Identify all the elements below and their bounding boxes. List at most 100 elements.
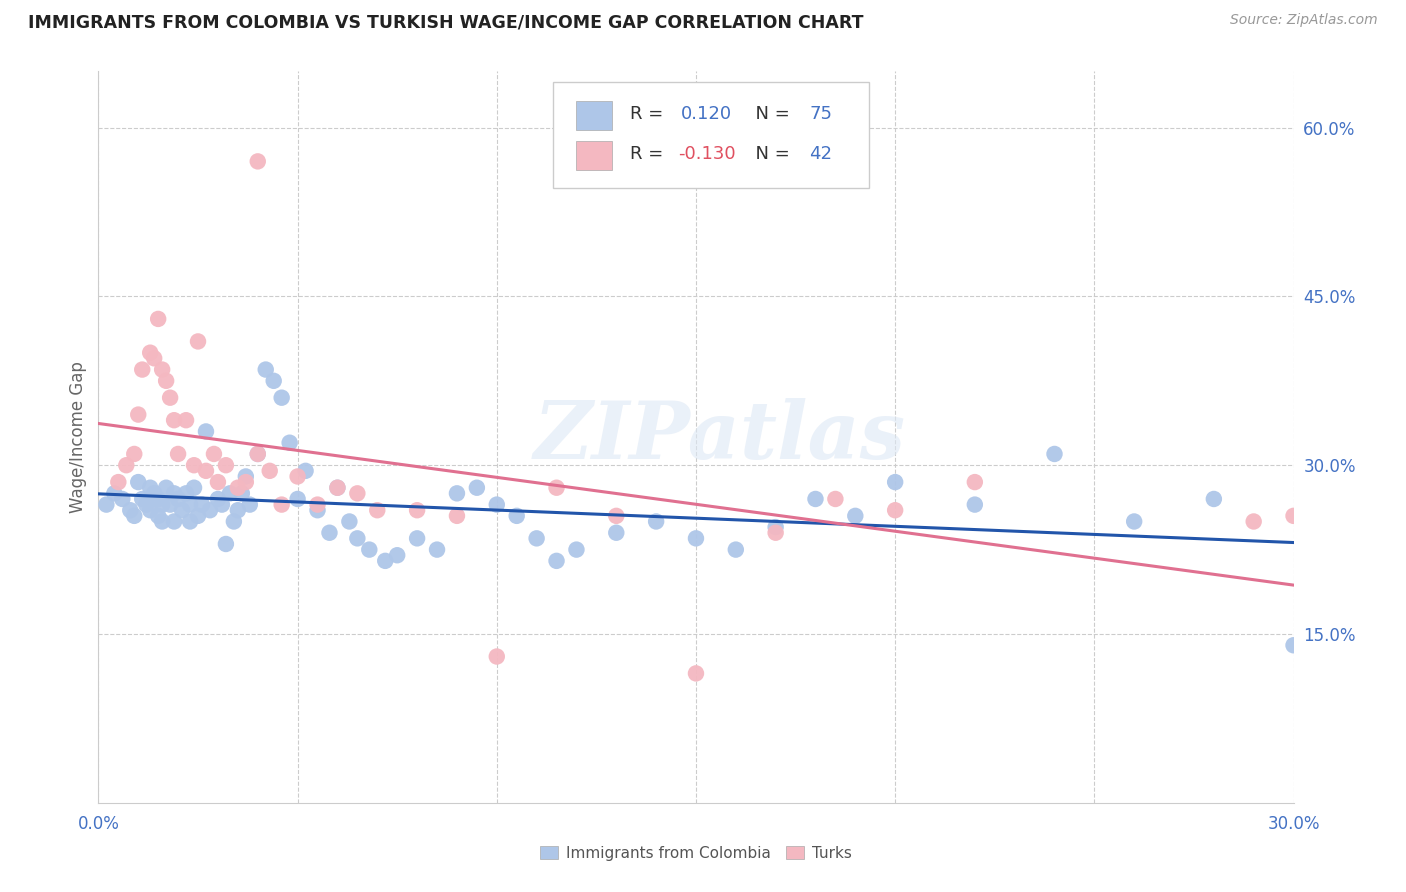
Text: Source: ZipAtlas.com: Source: ZipAtlas.com	[1230, 13, 1378, 28]
Text: 0.120: 0.120	[681, 104, 731, 123]
Point	[167, 491, 190, 506]
Point	[150, 362, 173, 376]
Point	[143, 351, 166, 366]
Point	[191, 498, 214, 512]
Point	[724, 542, 747, 557]
Point	[235, 469, 257, 483]
Y-axis label: Wage/Income Gap: Wage/Income Gap	[69, 361, 87, 513]
Point	[278, 435, 301, 450]
Point	[127, 408, 149, 422]
Point	[270, 391, 292, 405]
Text: N =: N =	[744, 104, 796, 123]
Point	[163, 486, 186, 500]
Point	[605, 525, 627, 540]
Point	[326, 481, 349, 495]
Point	[174, 413, 197, 427]
Point	[485, 498, 508, 512]
Point	[1282, 638, 1305, 652]
Point	[163, 413, 186, 427]
Point	[143, 486, 166, 500]
Point	[226, 503, 249, 517]
Point	[426, 542, 449, 557]
Point	[294, 464, 316, 478]
Point	[374, 554, 396, 568]
Point	[135, 498, 157, 512]
Text: ZIPatlas: ZIPatlas	[534, 399, 905, 475]
Point	[685, 666, 707, 681]
Text: -0.130: -0.130	[678, 145, 735, 163]
Point	[963, 475, 986, 489]
Point	[127, 475, 149, 489]
Point	[844, 508, 866, 523]
Point	[174, 486, 197, 500]
Point	[307, 498, 329, 512]
Point	[254, 362, 277, 376]
Point	[148, 491, 170, 506]
Point	[222, 515, 245, 529]
Point	[287, 491, 309, 506]
Point	[246, 447, 269, 461]
Point	[195, 425, 218, 439]
Point	[246, 154, 269, 169]
Point	[884, 503, 907, 517]
Point	[307, 503, 329, 517]
Point	[884, 475, 907, 489]
Point	[318, 525, 340, 540]
Point	[139, 481, 162, 495]
Point	[131, 362, 153, 376]
Point	[239, 498, 262, 512]
Point	[155, 481, 177, 495]
Point	[226, 481, 249, 495]
Point	[406, 503, 429, 517]
Point	[207, 475, 229, 489]
Point	[211, 498, 233, 512]
Point	[446, 508, 468, 523]
Point	[765, 520, 787, 534]
Point	[359, 542, 381, 557]
Point	[1282, 508, 1305, 523]
Bar	[576, 141, 613, 170]
Text: 75: 75	[810, 104, 832, 123]
Point	[139, 345, 162, 359]
Point	[111, 491, 134, 506]
Point	[546, 481, 568, 495]
Point	[259, 464, 281, 478]
Point	[339, 515, 361, 529]
Point	[183, 458, 205, 473]
Point	[526, 532, 548, 546]
Bar	[576, 101, 613, 130]
Point	[187, 508, 209, 523]
Point	[263, 374, 285, 388]
Point	[824, 491, 846, 506]
Point	[187, 334, 209, 349]
Point	[96, 498, 118, 512]
Point	[195, 464, 218, 478]
Point	[346, 532, 368, 546]
Point	[406, 532, 429, 546]
Point	[167, 447, 190, 461]
Point	[124, 447, 146, 461]
Point	[139, 503, 162, 517]
Point	[235, 475, 257, 489]
Point	[159, 391, 181, 405]
Point	[179, 515, 201, 529]
Point	[1243, 515, 1265, 529]
Point	[120, 503, 142, 517]
Point	[124, 508, 146, 523]
Point	[179, 498, 201, 512]
Point	[287, 469, 309, 483]
Point	[326, 481, 349, 495]
Point	[546, 554, 568, 568]
Point	[485, 649, 508, 664]
Text: R =: R =	[630, 145, 669, 163]
Point	[1043, 447, 1066, 461]
Point	[207, 491, 229, 506]
FancyBboxPatch shape	[553, 82, 869, 188]
Point	[155, 374, 177, 388]
Point	[246, 447, 269, 461]
Point	[446, 486, 468, 500]
Point	[231, 486, 253, 500]
Point	[765, 525, 787, 540]
Text: 42: 42	[810, 145, 832, 163]
Point	[385, 548, 409, 562]
